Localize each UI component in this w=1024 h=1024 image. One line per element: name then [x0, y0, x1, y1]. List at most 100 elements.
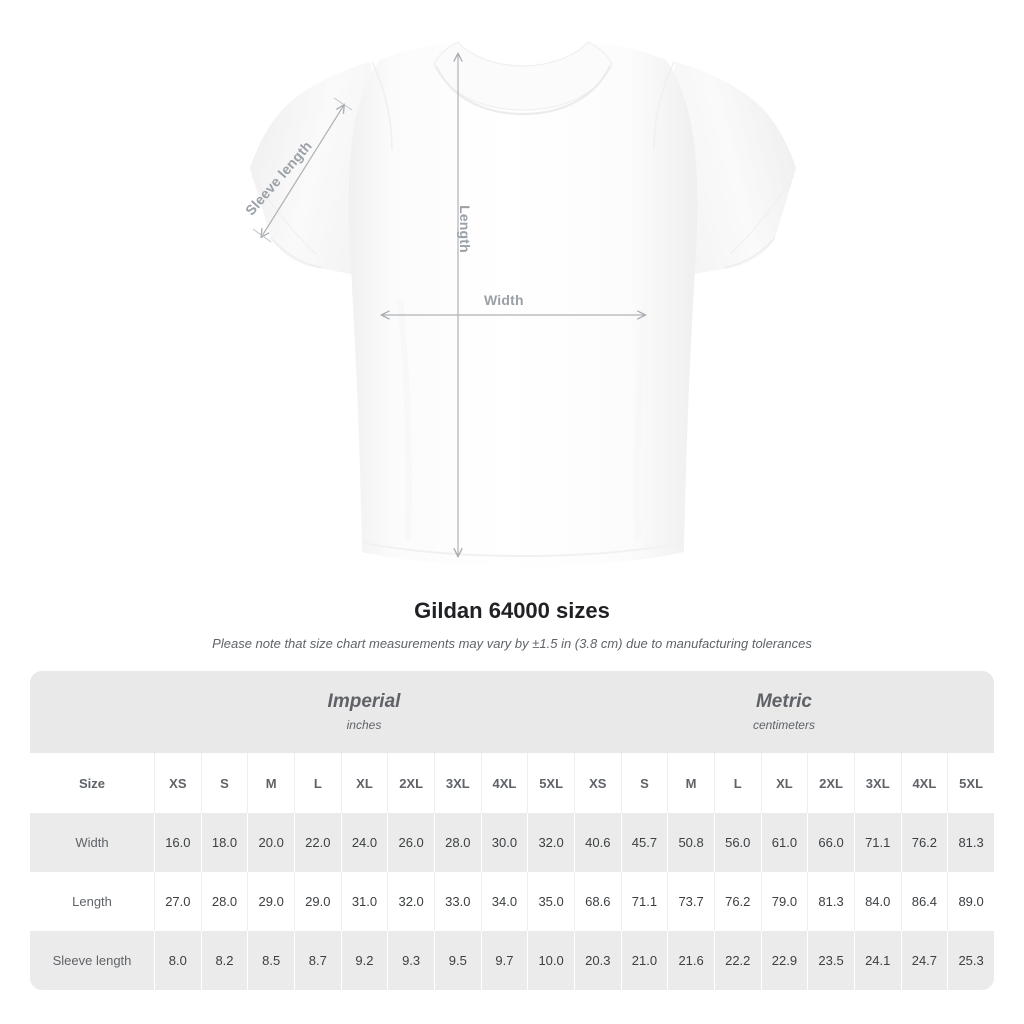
- caption-block: Gildan 64000 sizes Please note that size…: [0, 595, 1024, 653]
- system-header-metric: Metric centimeters: [573, 671, 994, 753]
- cell-width-imperial-2xl: 26.0: [387, 813, 434, 872]
- cell-width-imperial-5xl: 32.0: [527, 813, 574, 872]
- cell-width-metric-4xl: 76.2: [900, 813, 948, 872]
- cell-sleeve-length-imperial-l: 8.7: [293, 931, 341, 990]
- cell-width-metric-xs: 40.6: [573, 813, 621, 872]
- table-row: Length 27.0 28.0 29.0 29.0 31.0 32.0 33.0 34.0 35…: [30, 872, 994, 931]
- cell-width-imperial-m: 20.0: [247, 813, 294, 872]
- cell-length-metric-m: 73.7: [667, 872, 714, 931]
- system-name: Metric: [755, 691, 812, 712]
- cell-length-metric-4xl: 86.4: [900, 872, 948, 931]
- system-header-imperial: Imperial inches: [154, 671, 574, 753]
- size-header-cell: S: [200, 753, 248, 813]
- table-row: Width 16.0 18.0 20.0 22.0 24.0 26.0 28.0 30.0 32.…: [30, 813, 994, 872]
- table-row: Sleeve length 8.0 8.2 8.5 8.7 9.2 9.3 9.5 9.7 10.…: [30, 931, 994, 990]
- cell-width-metric-5xl: 81.3: [947, 813, 994, 872]
- dimension-lines: [252, 55, 645, 556]
- size-header-cell: M: [247, 753, 294, 813]
- cell-length-imperial-s: 28.0: [200, 872, 248, 931]
- cell-length-metric-3xl: 84.0: [853, 872, 901, 931]
- tshirt-shoulder-seams: [371, 61, 675, 151]
- cell-sleeve-length-metric-5xl: 25.3: [947, 931, 994, 990]
- cell-sleeve-length-imperial-xs: 8.0: [154, 931, 201, 990]
- cell-length-imperial-4xl: 34.0: [480, 872, 528, 931]
- row-label-sleeve-length: Sleeve length: [30, 931, 155, 990]
- cell-sleeve-length-metric-4xl: 24.7: [900, 931, 948, 990]
- cell-length-metric-l: 76.2: [713, 872, 761, 931]
- cell-sleeve-length-imperial-2xl: 9.3: [387, 931, 434, 990]
- size-header-cell: 5XL: [947, 753, 994, 813]
- cell-length-imperial-2xl: 32.0: [387, 872, 434, 931]
- cell-width-metric-3xl: 71.1: [853, 813, 901, 872]
- cell-sleeve-length-metric-m: 21.6: [667, 931, 714, 990]
- size-header-cell: XS: [154, 753, 201, 813]
- cell-length-metric-5xl: 89.0: [947, 872, 994, 931]
- size-header-cell: L: [293, 753, 341, 813]
- cell-length-metric-xs: 68.6: [573, 872, 621, 931]
- cell-length-imperial-xl: 31.0: [340, 872, 388, 931]
- size-header-cell: 2XL: [387, 753, 434, 813]
- cell-sleeve-length-metric-s: 21.0: [620, 931, 668, 990]
- sleeve-tick-bottom: [252, 228, 272, 243]
- cell-sleeve-length-metric-l: 22.2: [713, 931, 761, 990]
- size-chart-table-wrapper: Imperial inches Metric centimeters Size XS S M…: [30, 671, 994, 990]
- row-label-length: Length: [30, 872, 155, 931]
- sleeve-length-dimension-arrow: [262, 105, 344, 236]
- cell-width-imperial-xl: 24.0: [340, 813, 388, 872]
- cell-sleeve-length-imperial-m: 8.5: [247, 931, 294, 990]
- cell-sleeve-length-imperial-xl: 9.2: [340, 931, 388, 990]
- size-header-cell: XL: [340, 753, 388, 813]
- page-title: Gildan 64000 sizes: [414, 598, 610, 623]
- tshirt-diagram-svg: [250, 41, 796, 566]
- cell-sleeve-length-imperial-s: 8.2: [200, 931, 248, 990]
- size-column-header: Size: [30, 753, 155, 813]
- cell-length-imperial-xs: 27.0: [154, 872, 201, 931]
- size-chart-table: Imperial inches Metric centimeters Size XS S M…: [30, 671, 994, 990]
- cell-sleeve-length-metric-xs: 20.3: [573, 931, 621, 990]
- cell-width-metric-m: 50.8: [667, 813, 714, 872]
- cell-width-metric-l: 56.0: [713, 813, 761, 872]
- tshirt-body: [348, 42, 698, 566]
- length-label: Length: [456, 205, 473, 253]
- size-header-cell: 4XL: [900, 753, 948, 813]
- cell-width-imperial-3xl: 28.0: [433, 813, 481, 872]
- cell-sleeve-length-imperial-5xl: 10.0: [527, 931, 574, 990]
- system-unit: centimeters: [752, 718, 815, 732]
- cell-sleeve-length-imperial-4xl: 9.7: [480, 931, 528, 990]
- row-label-width: Width: [30, 813, 155, 872]
- cell-length-imperial-3xl: 33.0: [433, 872, 481, 931]
- cell-width-metric-xl: 61.0: [760, 813, 808, 872]
- sleeve-tick-top: [333, 97, 353, 111]
- cell-sleeve-length-metric-xl: 22.9: [760, 931, 808, 990]
- tshirt-illustration: Sleeve length Length Width: [242, 41, 796, 566]
- cell-width-imperial-4xl: 30.0: [480, 813, 528, 872]
- size-header-cell: 2XL: [807, 753, 854, 813]
- size-header-cell: M: [667, 753, 714, 813]
- width-label: Width: [484, 292, 524, 308]
- cell-length-imperial-m: 29.0: [247, 872, 294, 931]
- size-header-cell: XS: [573, 753, 621, 813]
- cell-sleeve-length-metric-2xl: 23.5: [807, 931, 854, 990]
- cell-width-metric-2xl: 66.0: [807, 813, 854, 872]
- cell-width-metric-s: 45.7: [620, 813, 668, 872]
- size-header-cell: 4XL: [480, 753, 528, 813]
- size-header-row: Size XS S M L XL 2XL 3XL 4XL 5XL XS S M L XL 2XL 3XL 4XL 5…: [30, 753, 994, 813]
- cell-width-imperial-s: 18.0: [200, 813, 248, 872]
- size-header-cell: L: [713, 753, 761, 813]
- size-header-cell: XL: [760, 753, 808, 813]
- cell-length-metric-s: 71.1: [620, 872, 668, 931]
- cell-length-metric-2xl: 81.3: [807, 872, 854, 931]
- cell-sleeve-length-metric-3xl: 24.1: [853, 931, 901, 990]
- cell-length-metric-xl: 79.0: [760, 872, 808, 931]
- system-header-spacer: [30, 671, 155, 753]
- cell-width-imperial-xs: 16.0: [154, 813, 201, 872]
- cell-length-imperial-5xl: 35.0: [527, 872, 574, 931]
- system-unit: inches: [346, 718, 382, 732]
- size-header-cell: S: [620, 753, 668, 813]
- size-header-cell: 3XL: [853, 753, 901, 813]
- cell-width-imperial-l: 22.0: [293, 813, 341, 872]
- size-header-cell: 5XL: [527, 753, 574, 813]
- tolerance-note: Please note that size chart measurements…: [212, 636, 812, 651]
- cell-sleeve-length-imperial-3xl: 9.5: [433, 931, 481, 990]
- size-header-cell: 3XL: [433, 753, 481, 813]
